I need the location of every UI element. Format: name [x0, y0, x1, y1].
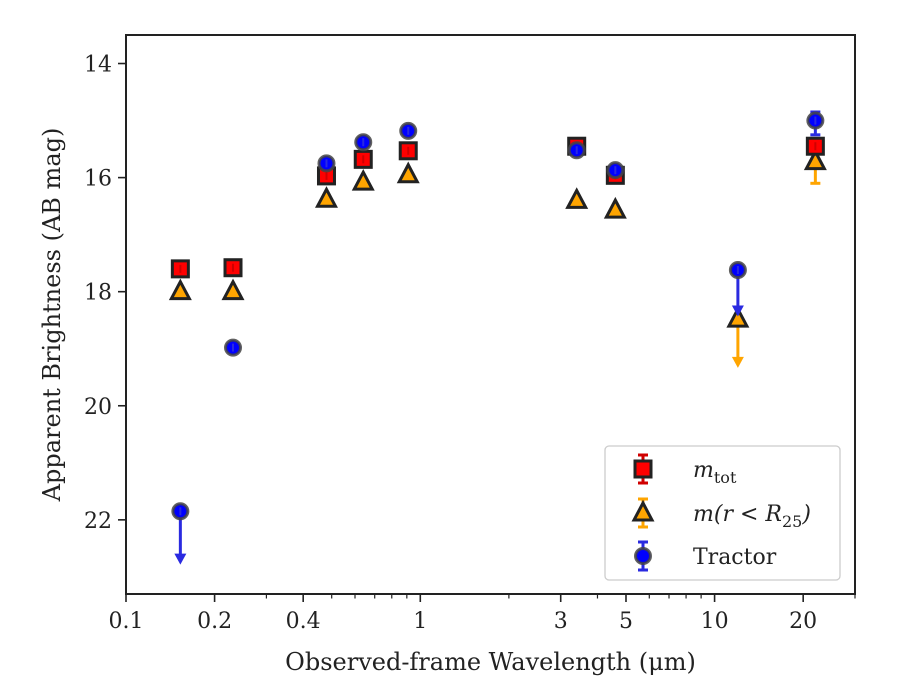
legend-marker-square: [633, 459, 653, 479]
upper-limit-arrow: [731, 305, 744, 317]
legend: mtot m(r < R25) Tractor: [604, 445, 841, 581]
y-tick-label: 16: [84, 167, 112, 192]
legend-label-end: ): [801, 502, 811, 527]
data-marks: [168, 110, 827, 565]
legend-label-main: m: [693, 458, 714, 483]
x-tick-label: 5: [619, 609, 633, 634]
series-triangle: [168, 141, 827, 368]
legend-marker-triangle: [631, 499, 655, 522]
x-tick-label: 20: [789, 609, 817, 634]
y-tick-label: 18: [84, 281, 112, 306]
y-axis-label: Apparent Brightness (AB mag): [38, 128, 66, 503]
x-tick-label: 1: [413, 609, 427, 634]
upper-limit-arrow: [731, 356, 744, 368]
axis-ticks: 0.1 0.2 0.4 1 3 5 10 20 14 16 18 20 22: [84, 53, 856, 634]
y-tick-label: 14: [84, 53, 112, 78]
x-tick-label: 10: [701, 609, 729, 634]
legend-label-sub: 25: [782, 512, 802, 531]
x-tick-label: 3: [554, 609, 568, 634]
x-tick-label: 0.1: [109, 609, 144, 634]
legend-label: mtot: [693, 458, 737, 487]
plot-frame: [125, 34, 856, 595]
x-tick-label: 0.4: [286, 609, 321, 634]
series-circle: [171, 110, 825, 565]
legend-box: [604, 445, 841, 581]
legend-label-sub: tot: [714, 468, 737, 487]
legend-label-main: m(r < R: [693, 502, 782, 527]
legend-label: Tractor: [693, 545, 777, 570]
y-tick-label: 20: [84, 395, 112, 420]
upper-limit-arrow: [174, 553, 187, 565]
legend-label-main: Tractor: [693, 545, 777, 570]
legend-marker-circle: [634, 547, 652, 565]
y-tick-label: 22: [84, 509, 112, 534]
x-tick-label: 0.2: [197, 609, 232, 634]
legend-label: m(r < R25): [693, 502, 811, 531]
x-axis-label: Observed-frame Wavelength (μm): [285, 648, 696, 676]
series-square: [170, 136, 825, 279]
